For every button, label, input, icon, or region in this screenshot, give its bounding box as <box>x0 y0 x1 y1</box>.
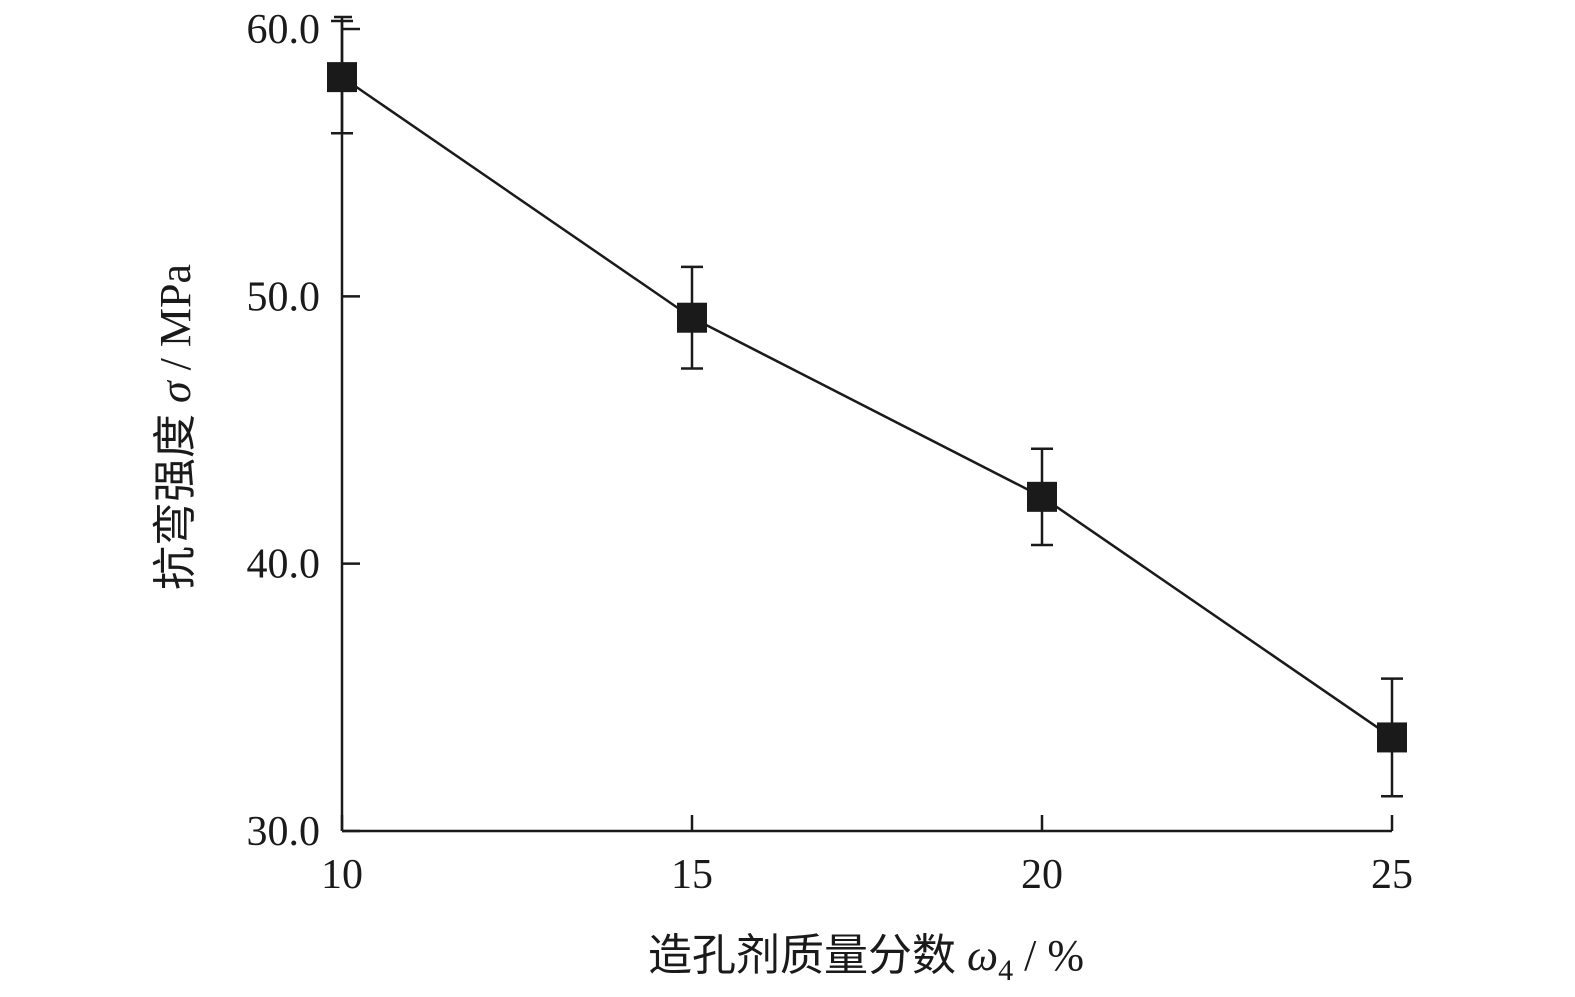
y-tick-label: 40.0 <box>247 542 321 588</box>
data-point-marker <box>1027 481 1057 512</box>
x-axis-title-subscript: 4 <box>998 954 1013 987</box>
y-axis-title-unit: / MPa <box>151 264 200 381</box>
x-tick-label: 15 <box>671 852 713 898</box>
data-point-marker <box>327 62 357 93</box>
x-axis-title-text: 造孔剂质量分数 <box>648 931 967 980</box>
y-tick-label: 50.0 <box>247 274 321 320</box>
y-axis-title: 抗弯强度 σ / MPa <box>151 264 200 590</box>
series-line-group <box>341 76 1393 739</box>
y-tick-label: 60.0 <box>247 7 321 53</box>
x-tick-label: 20 <box>1021 852 1063 898</box>
y-axis-title-symbol: σ <box>151 379 200 403</box>
data-point-marker <box>1377 722 1407 753</box>
x-axis-title: 造孔剂质量分数 ω4 / % <box>648 931 1084 987</box>
y-tick-label: 30.0 <box>247 809 321 855</box>
x-tick-label: 25 <box>1371 852 1413 898</box>
series-line <box>341 76 1393 739</box>
axes: 30.0 40.0 50.0 60.0 10 15 20 25 <box>247 7 1414 898</box>
x-axis-title-symbol: ω <box>967 931 998 980</box>
markers <box>327 62 1407 753</box>
y-axis-title-text: 抗弯强度 <box>151 403 200 590</box>
data-point-marker <box>677 302 707 333</box>
x-tick-label: 10 <box>321 852 363 898</box>
x-axis-title-unit: / % <box>1013 931 1084 980</box>
